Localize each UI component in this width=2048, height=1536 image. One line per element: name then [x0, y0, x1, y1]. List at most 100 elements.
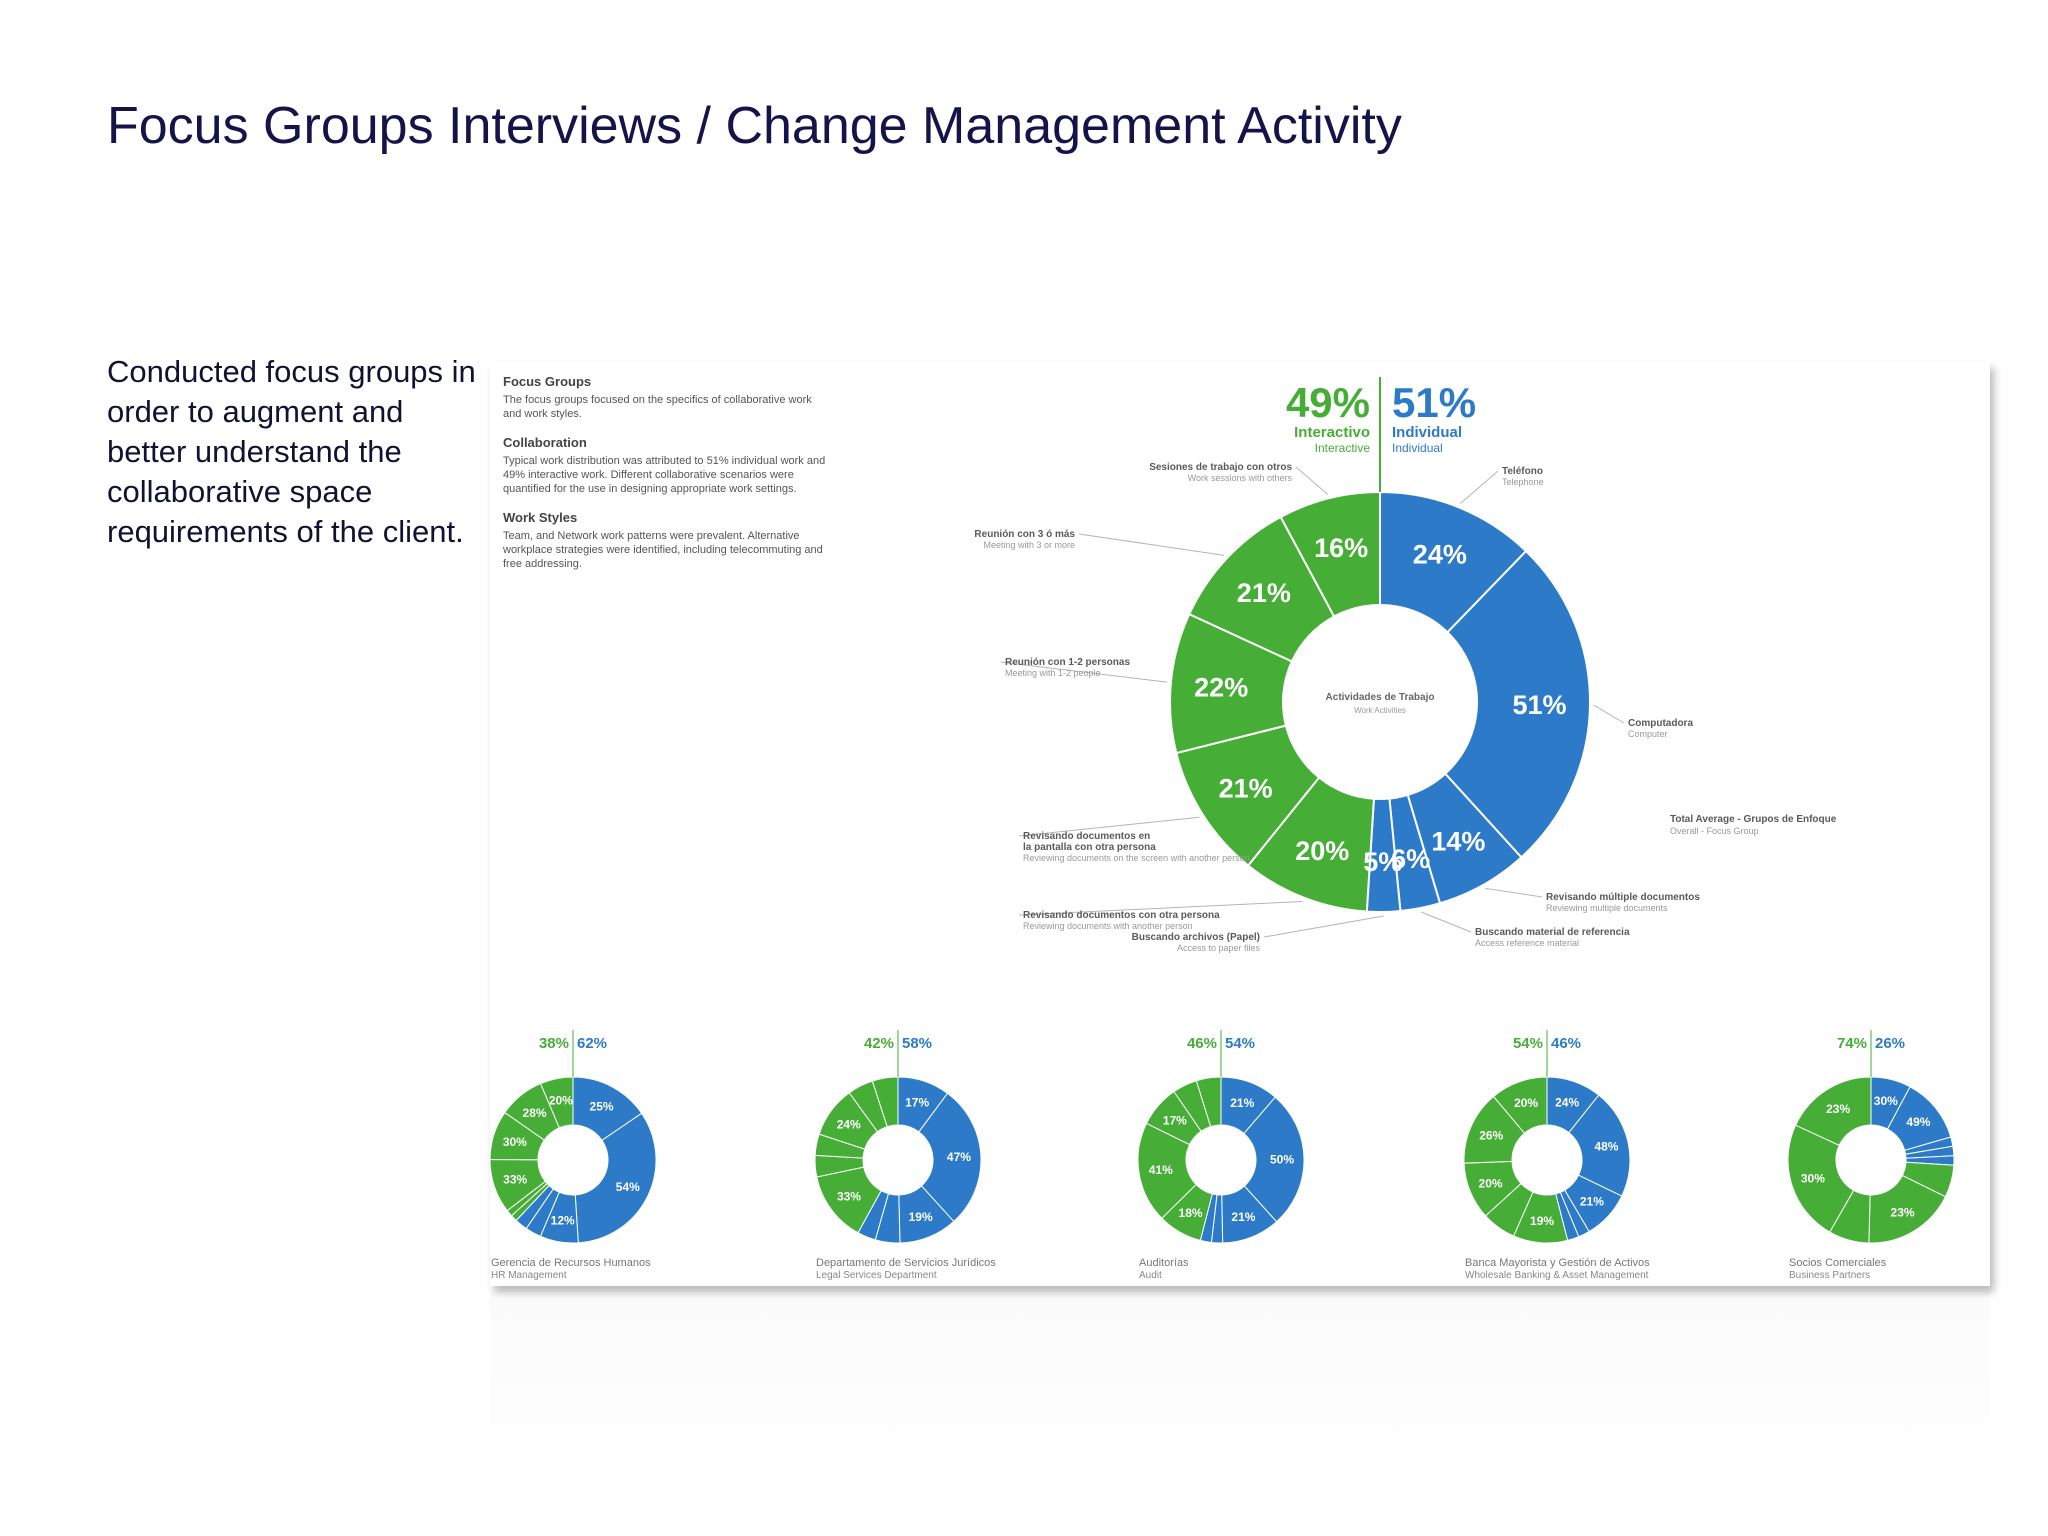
- slice-label: 20%: [1479, 1176, 1503, 1190]
- infographic-panel: Focus Groups The focus groups focused on…: [490, 362, 1990, 1286]
- slice-label: 51%: [1512, 690, 1566, 720]
- interactive-label: Interactivo: [1294, 424, 1370, 441]
- individual-share: 54%: [1225, 1035, 1255, 1052]
- callout-leader: [1018, 900, 1303, 916]
- slice-label: 17%: [905, 1095, 929, 1109]
- slice-label: 20%: [1514, 1096, 1538, 1110]
- slice-label: 30%: [1874, 1094, 1898, 1108]
- callout-label: Reunión con 1-2 personas: [1005, 657, 1130, 668]
- slice-label: 12%: [551, 1213, 575, 1227]
- chart-caption-sub: Legal Services Department: [816, 1270, 937, 1281]
- interactive-share: 49%: [1286, 379, 1370, 426]
- donut-slice: [574, 1112, 657, 1244]
- chart-caption: Departamento de Servicios Jurídicos: [816, 1257, 996, 1269]
- callout-label: la pantalla con otra persona: [1023, 842, 1156, 853]
- slice-label: 20%: [549, 1093, 573, 1107]
- slice-label: 21%: [1237, 578, 1291, 608]
- individual-share: 46%: [1551, 1035, 1581, 1052]
- donut-slice: [1794, 1076, 1872, 1146]
- slice-label: 30%: [1801, 1172, 1825, 1186]
- note-heading: Work Styles: [503, 510, 578, 525]
- donut-center-subtitle: Work Activities: [1354, 706, 1406, 715]
- slice-label: 14%: [1431, 826, 1485, 856]
- donut-slice: [871, 1076, 899, 1128]
- individual-label: Individual: [1392, 424, 1462, 441]
- side-notes: Focus Groups The focus groups focused on…: [503, 374, 833, 585]
- callout-leader: [1263, 915, 1384, 938]
- callout-label: Buscando material de referencia: [1475, 927, 1630, 938]
- slice-label: 26%: [1479, 1129, 1503, 1143]
- callout-label: Computadora: [1628, 718, 1693, 729]
- note-heading: Focus Groups: [503, 374, 592, 389]
- slice-label: 21%: [1231, 1210, 1255, 1224]
- slice-label: 20%: [1295, 836, 1349, 866]
- slice-label: 50%: [1270, 1153, 1294, 1167]
- chart-caption: Auditorías: [1139, 1257, 1189, 1269]
- slice-label: 21%: [1219, 773, 1273, 803]
- slice-label: 21%: [1230, 1096, 1254, 1110]
- chart-caption-sub: Overall - Focus Group: [1670, 826, 1759, 836]
- chart-caption: Socios Comerciales: [1789, 1257, 1887, 1269]
- individual-share: 58%: [902, 1035, 932, 1052]
- slice-label: 49%: [1906, 1115, 1930, 1129]
- chart-caption-sub: Wholesale Banking & Asset Management: [1465, 1270, 1649, 1281]
- callout-leader: [1018, 816, 1200, 837]
- individual-share: 26%: [1875, 1035, 1905, 1052]
- slice-label: 6%: [1391, 844, 1430, 874]
- individual-sublabel: Individual: [1392, 441, 1443, 455]
- chart-caption: Gerencia de Recursos Humanos: [491, 1257, 651, 1269]
- slice-label: 47%: [947, 1150, 971, 1164]
- donut-slice: [1568, 1094, 1631, 1197]
- individual-share: 51%: [1392, 379, 1476, 426]
- callout-leader: [1459, 470, 1499, 505]
- interactive-share: 38%: [539, 1035, 569, 1052]
- interactive-sublabel: Interactive: [1315, 441, 1371, 455]
- interactive-share: 74%: [1837, 1035, 1867, 1052]
- interactive-share: 46%: [1187, 1035, 1217, 1052]
- slice-label: 23%: [1891, 1205, 1915, 1219]
- slice-label: 28%: [523, 1106, 547, 1120]
- callout-sublabel: Reviewing multiple documents: [1546, 903, 1668, 913]
- individual-share: 62%: [577, 1035, 607, 1052]
- callout-sublabel: Meeting with 3 or more: [983, 540, 1075, 550]
- chart-caption: Banca Mayorista y Gestión de Activos: [1465, 1257, 1650, 1269]
- chart-caption: Total Average - Grupos de Enfoque: [1670, 814, 1837, 825]
- interactive-share: 42%: [864, 1035, 894, 1052]
- chart-caption-sub: Business Partners: [1789, 1270, 1870, 1281]
- callout-leader: [1078, 533, 1225, 556]
- callout-label: Revisando documentos en: [1023, 831, 1150, 842]
- donut-slice: [1279, 490, 1381, 618]
- note-text: The focus groups focused on the specific…: [503, 394, 812, 420]
- slice-label: 16%: [1314, 533, 1368, 563]
- slice-label: 33%: [503, 1173, 527, 1187]
- note-heading: Collaboration: [503, 435, 587, 450]
- donut-slice: [1243, 1096, 1305, 1223]
- slice-label: 54%: [616, 1180, 640, 1194]
- callout-leader: [1485, 887, 1543, 898]
- donut-slice: [1137, 1122, 1197, 1219]
- callout-sublabel: Access to paper files: [1177, 943, 1261, 953]
- donut-slice: [1443, 549, 1591, 859]
- slice-label: 41%: [1149, 1163, 1173, 1177]
- donut-slice: [1787, 1124, 1855, 1233]
- callout-sublabel: Work sessions with others: [1188, 473, 1293, 483]
- slice-label: 48%: [1594, 1140, 1618, 1154]
- slice-label: 5%: [1363, 847, 1402, 877]
- callout-leader: [1295, 466, 1329, 495]
- donut-slice: [918, 1092, 982, 1223]
- slice-label: 18%: [1179, 1206, 1203, 1220]
- donut-slice: [539, 1076, 574, 1129]
- slice-label: 25%: [590, 1099, 614, 1113]
- slice-label: 24%: [1413, 540, 1467, 570]
- callout-sublabel: Computer: [1628, 729, 1668, 739]
- chart-caption-sub: HR Management: [491, 1270, 567, 1281]
- slice-label: 30%: [503, 1135, 527, 1149]
- slice-label: 17%: [1163, 1113, 1187, 1127]
- callout-sublabel: Access reference material: [1475, 938, 1579, 948]
- callout-label: Reunión con 3 ó más: [974, 529, 1075, 540]
- callout-sublabel: Reviewing documents on the screen with a…: [1023, 853, 1250, 863]
- intro-text: Conducted focus groups in order to augme…: [107, 354, 476, 549]
- slice-label: 23%: [1826, 1102, 1850, 1116]
- donut-slice: [1195, 1076, 1222, 1128]
- interactive-share: 54%: [1513, 1035, 1543, 1052]
